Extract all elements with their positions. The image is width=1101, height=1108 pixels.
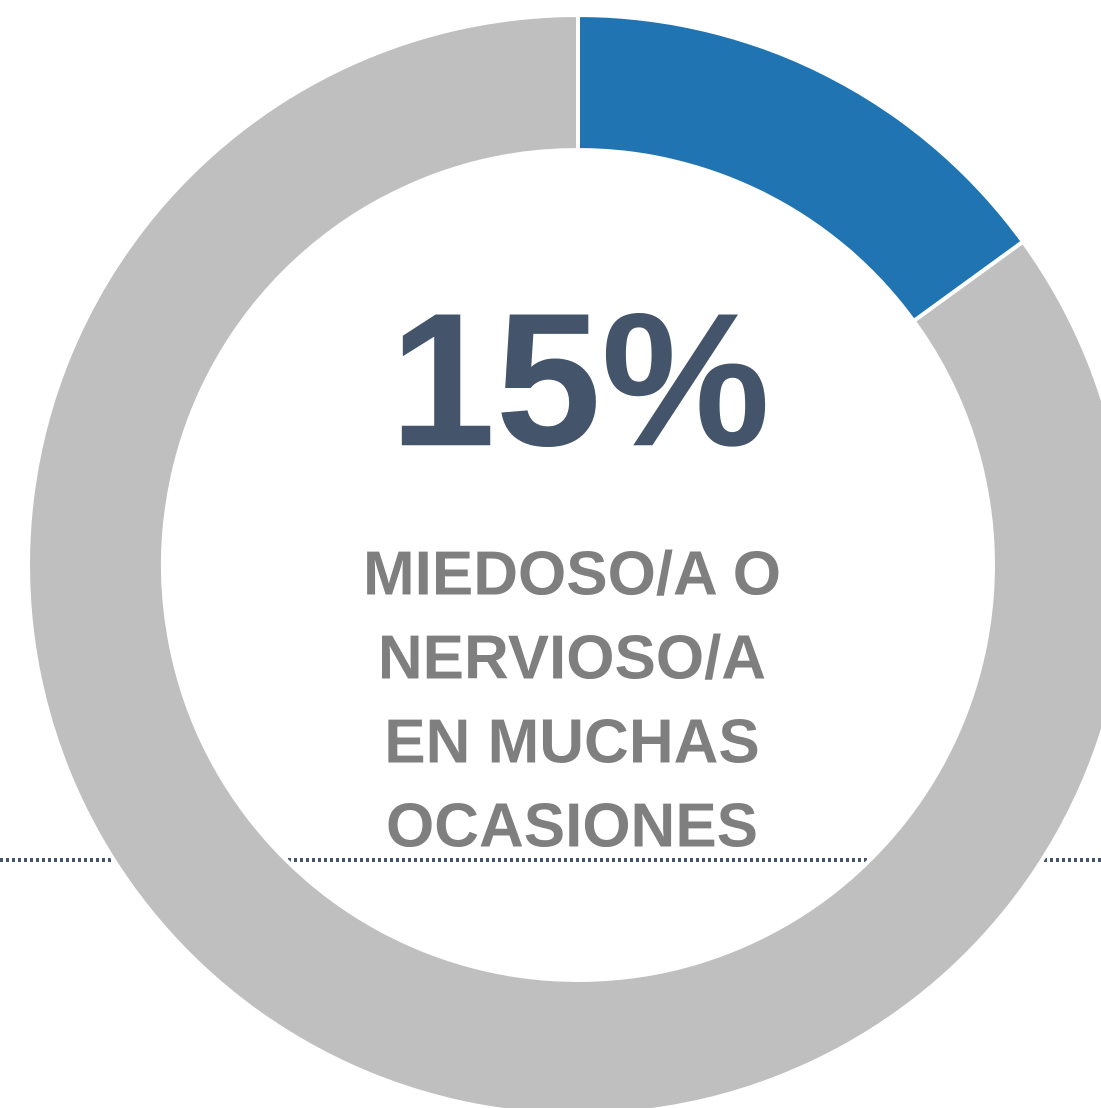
center-label: NERVIOSO/A (378, 623, 766, 692)
center-label: OCASIONES (386, 791, 758, 860)
donut (26, 12, 1101, 1108)
center-labels: 15% MIEDOSO/A O NERVIOSO/A EN MUCHAS OCASION… (363, 274, 781, 860)
center-label: EN MUCHAS (384, 707, 759, 776)
donut-segment (26, 12, 1101, 1108)
center-label: MIEDOSO/A O (363, 539, 781, 608)
center-value: 15% (390, 274, 770, 486)
